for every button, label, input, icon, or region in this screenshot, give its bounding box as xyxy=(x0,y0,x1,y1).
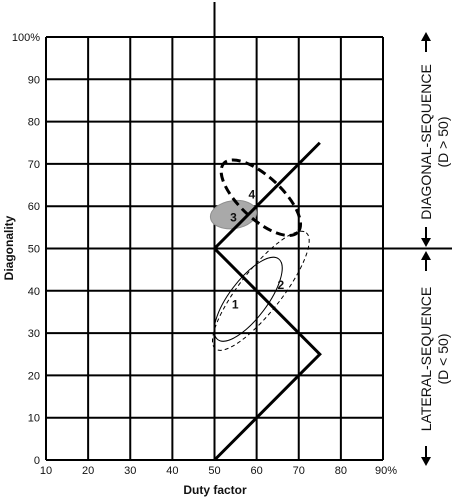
region-1-label: 1 xyxy=(232,297,239,311)
boundary-lines xyxy=(212,141,322,462)
y-tick-label: 50 xyxy=(28,244,40,256)
x-tick-label: 70 xyxy=(293,465,305,477)
y-tick-label: 20 xyxy=(28,370,40,382)
boundary-line xyxy=(212,141,322,462)
side-label-diagonal: DIAGONAL-SEQUENCE (D > 50) xyxy=(418,32,451,247)
x-tick-label: 90% xyxy=(375,465,397,477)
y-tick-label: 100% xyxy=(12,32,40,44)
region-1-ellipse xyxy=(213,256,283,342)
side-label-lateral-title: LATERAL-SEQUENCE xyxy=(418,287,434,431)
y-tick-label: 90 xyxy=(28,74,40,86)
region-4-label: 4 xyxy=(248,188,255,202)
regions: 1 2 34 xyxy=(209,158,310,351)
x-tick-label: 50 xyxy=(208,465,220,477)
arrow-up-head-icon xyxy=(421,32,431,41)
grid xyxy=(45,2,452,461)
y-tick-label: 0 xyxy=(34,455,40,467)
y-tick-label: 60 xyxy=(28,201,40,213)
x-tick-label: 40 xyxy=(166,465,178,477)
x-tick-label: 60 xyxy=(251,465,263,477)
arrow-down-head-icon xyxy=(421,457,431,466)
x-tick-label: 80 xyxy=(335,465,347,477)
x-tick-label: 30 xyxy=(124,465,136,477)
side-label-lateral: LATERAL-SEQUENCE (D < 50) xyxy=(418,251,451,466)
side-label-diagonal-title: DIAGONAL-SEQUENCE xyxy=(418,64,434,220)
side-label-diagonal-sub: (D > 50) xyxy=(435,117,451,168)
region-2-label: 2 xyxy=(277,278,284,292)
side-label-lateral-sub: (D < 50) xyxy=(435,334,451,385)
x-axis-title: Duty factor xyxy=(183,483,247,497)
x-tick-label: 20 xyxy=(82,465,94,477)
y-tick-label: 40 xyxy=(28,286,40,298)
arrow-down-head-icon xyxy=(421,238,431,247)
tick-labels: 10 20 30 40 50 60 70 80 90%010203040506070809010… xyxy=(12,32,397,477)
y-axis-title: Diagonality xyxy=(2,215,16,280)
y-tick-label: 10 xyxy=(28,413,40,425)
y-tick-label: 80 xyxy=(28,117,40,129)
region-4-ellipse xyxy=(219,158,303,238)
y-tick-label: 70 xyxy=(28,159,40,171)
region-3-label: 3 xyxy=(230,211,237,225)
y-tick-label: 30 xyxy=(28,328,40,340)
side-labels: DIAGONAL-SEQUENCE (D > 50) LATERAL-SEQUENC… xyxy=(418,32,451,466)
arrow-up-head-icon xyxy=(421,251,431,260)
x-tick-label: 10 xyxy=(40,465,52,477)
